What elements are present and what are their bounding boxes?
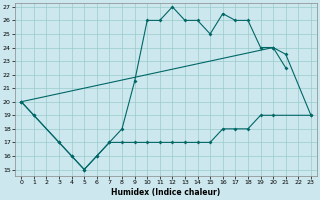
X-axis label: Humidex (Indice chaleur): Humidex (Indice chaleur) bbox=[111, 188, 221, 197]
